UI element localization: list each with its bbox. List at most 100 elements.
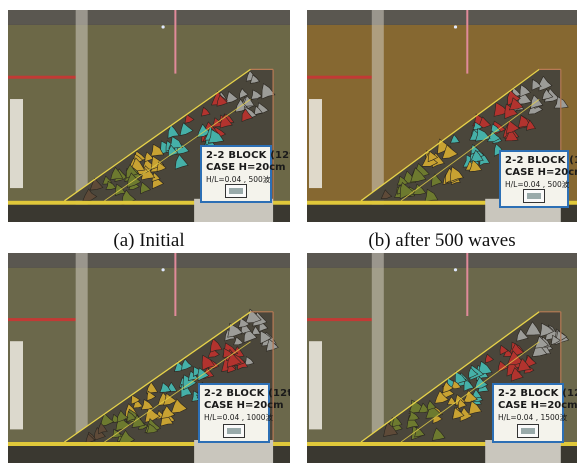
armor-block bbox=[239, 87, 249, 99]
armor-block bbox=[233, 336, 244, 346]
armor-block bbox=[490, 123, 501, 134]
armor-block bbox=[244, 356, 255, 366]
armor-block bbox=[163, 392, 178, 406]
armor-block bbox=[462, 389, 478, 403]
layer-line bbox=[104, 98, 251, 202]
armor-block bbox=[207, 347, 220, 358]
armor-block bbox=[249, 74, 261, 84]
armor-block bbox=[201, 354, 216, 371]
armor-block bbox=[505, 119, 520, 134]
armor-block bbox=[222, 347, 233, 359]
armor-block bbox=[455, 371, 467, 386]
armor-block bbox=[399, 181, 415, 200]
armor-block bbox=[110, 166, 124, 181]
armor-block bbox=[170, 398, 188, 414]
top-beam bbox=[8, 10, 290, 25]
armor-block bbox=[210, 338, 223, 353]
sign-line-1: 2-2 BLOCK (12t) bbox=[204, 388, 290, 399]
armor-block bbox=[517, 358, 532, 372]
case-sign-d: 2-2 BLOCK (12t) CASE H=20cm H/L=0.04 , 1… bbox=[492, 383, 577, 443]
armor-block bbox=[105, 180, 117, 190]
armor-block bbox=[251, 325, 261, 336]
left-window bbox=[10, 99, 23, 189]
ceiling-light bbox=[161, 268, 165, 272]
armor-block bbox=[174, 154, 189, 170]
photo-panel-c: 2-2 BLOCK (12t) CASE H=20cm H/L=0.04 , 1… bbox=[8, 253, 290, 463]
armor-block bbox=[253, 105, 263, 116]
armor-block bbox=[506, 350, 524, 366]
armor-block bbox=[160, 405, 176, 419]
bed-line bbox=[8, 442, 290, 446]
case-sign-c: 2-2 BLOCK (12t) CASE H=20cm H/L=0.04 , 1… bbox=[198, 383, 290, 443]
armor-block bbox=[457, 398, 467, 410]
armor-block bbox=[412, 183, 427, 195]
timer-icon bbox=[225, 184, 247, 198]
armor-block bbox=[463, 378, 475, 392]
glass-post bbox=[75, 10, 88, 222]
timer-icon bbox=[523, 189, 545, 203]
armor-block bbox=[550, 334, 561, 345]
armor-block bbox=[129, 157, 146, 172]
armor-block bbox=[499, 344, 509, 356]
armor-block bbox=[424, 188, 439, 202]
bed-line bbox=[307, 200, 577, 205]
sign-line-1: 2-2 BLOCK (12t) bbox=[498, 388, 577, 399]
armor-block bbox=[442, 380, 454, 394]
armor-block bbox=[441, 144, 459, 159]
armor-block bbox=[510, 367, 524, 382]
armor-block bbox=[497, 360, 509, 373]
armor-block bbox=[407, 410, 420, 421]
armor-block bbox=[140, 398, 154, 411]
armor-block bbox=[146, 423, 159, 434]
armor-block bbox=[508, 97, 524, 111]
base-block bbox=[194, 198, 274, 222]
red-rail bbox=[8, 318, 76, 322]
armor-block bbox=[261, 83, 276, 100]
sign-line-3: H/L=0.04 , 500波 bbox=[206, 175, 271, 184]
slope-outline bbox=[64, 311, 251, 443]
armor-block bbox=[476, 360, 493, 375]
armor-block bbox=[452, 407, 465, 420]
glass-post bbox=[75, 253, 88, 463]
left-window bbox=[309, 341, 322, 430]
armor-block bbox=[410, 167, 427, 183]
armor-block bbox=[431, 427, 446, 441]
photo-panel-a: 2-2 BLOCK (12t) CASE H=20cm H/L=0.04 , 5… bbox=[8, 10, 290, 222]
armor-block bbox=[380, 189, 393, 199]
case-sign-a: 2-2 BLOCK (12t) CASE H=20cm H/L=0.04 , 5… bbox=[200, 145, 290, 203]
armor-block bbox=[250, 89, 263, 100]
armor-block bbox=[126, 410, 137, 423]
armor-block bbox=[519, 84, 532, 98]
gauge-wire bbox=[174, 253, 177, 316]
sign-line-1: 2-2 BLOCK (12t) bbox=[505, 155, 577, 166]
sign-line-3: H/L=0.04 , 1500波 bbox=[498, 413, 568, 422]
armor-block bbox=[555, 330, 568, 343]
glass-post bbox=[371, 10, 384, 222]
sign-line-2: CASE H=20cm bbox=[204, 400, 284, 411]
armor-block bbox=[470, 149, 484, 162]
armor-block bbox=[541, 88, 554, 101]
base-block bbox=[485, 440, 561, 463]
case-sign-b: 2-2 BLOCK (12t) CASE H=20cm H/L=0.04 , 5… bbox=[499, 150, 577, 208]
red-rail bbox=[8, 75, 76, 79]
armor-block bbox=[484, 353, 495, 364]
sign-line-2: CASE H=20cm bbox=[505, 167, 577, 178]
armor-block bbox=[201, 106, 211, 117]
ceiling-light bbox=[453, 268, 458, 272]
armor-block bbox=[450, 134, 461, 144]
armor-block bbox=[516, 328, 529, 342]
armor-block bbox=[99, 412, 115, 427]
armor-block bbox=[116, 409, 129, 423]
sign-line-2: CASE H=20cm bbox=[206, 162, 286, 173]
caption-b: (b) after 500 waves bbox=[368, 230, 516, 251]
armor-block bbox=[168, 135, 184, 149]
armor-block bbox=[130, 394, 141, 405]
slope-outline bbox=[360, 68, 540, 202]
armor-block bbox=[184, 113, 195, 124]
armor-block bbox=[167, 124, 180, 139]
armor-block bbox=[526, 119, 537, 131]
top-beam bbox=[8, 253, 290, 268]
armor-block bbox=[437, 138, 452, 155]
armor-block bbox=[140, 181, 152, 195]
caption-a: (a) Initial bbox=[113, 230, 185, 251]
